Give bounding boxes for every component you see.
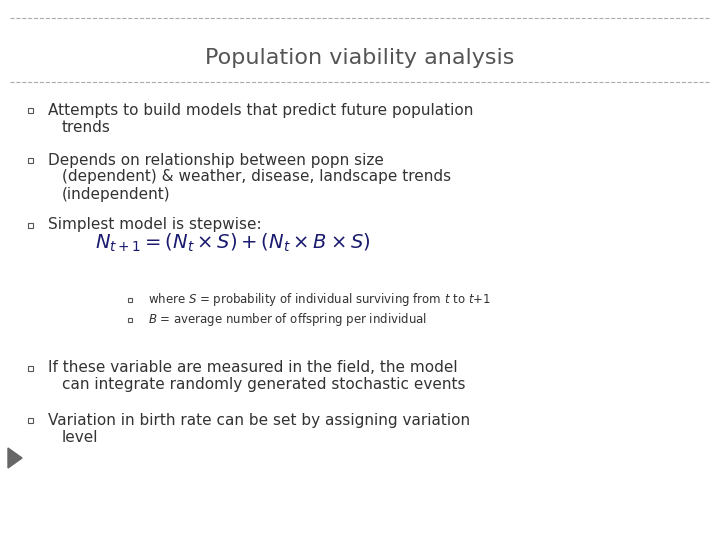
Text: Population viability analysis: Population viability analysis [205, 48, 515, 68]
Text: Attempts to build models that predict future population: Attempts to build models that predict fu… [48, 103, 473, 118]
FancyBboxPatch shape [128, 318, 132, 322]
Text: (dependent) & weather, disease, landscape trends: (dependent) & weather, disease, landscap… [62, 170, 451, 185]
Text: Simplest model is stepwise:: Simplest model is stepwise: [48, 218, 261, 233]
Text: trends: trends [62, 119, 111, 134]
Text: (independent): (independent) [62, 186, 171, 201]
FancyBboxPatch shape [27, 366, 32, 370]
Text: If these variable are measured in the field, the model: If these variable are measured in the fi… [48, 361, 458, 375]
FancyBboxPatch shape [27, 158, 32, 163]
Text: Variation in birth rate can be set by assigning variation: Variation in birth rate can be set by as… [48, 413, 470, 428]
Text: $N_{t+1} = (N_t \times S) + (N_t \times B \times S)$: $N_{t+1} = (N_t \times S) + (N_t \times … [95, 232, 371, 254]
FancyBboxPatch shape [27, 107, 32, 112]
FancyBboxPatch shape [27, 222, 32, 227]
FancyBboxPatch shape [27, 417, 32, 422]
Text: where $S$ = probability of individual surviving from $t$ to $t$+1: where $S$ = probability of individual su… [148, 292, 491, 308]
FancyBboxPatch shape [128, 298, 132, 302]
Text: Depends on relationship between popn size: Depends on relationship between popn siz… [48, 152, 384, 167]
Text: can integrate randomly generated stochastic events: can integrate randomly generated stochas… [62, 377, 466, 393]
Text: $B$ = average number of offspring per individual: $B$ = average number of offspring per in… [148, 312, 427, 328]
Polygon shape [8, 448, 22, 468]
Text: level: level [62, 429, 99, 444]
